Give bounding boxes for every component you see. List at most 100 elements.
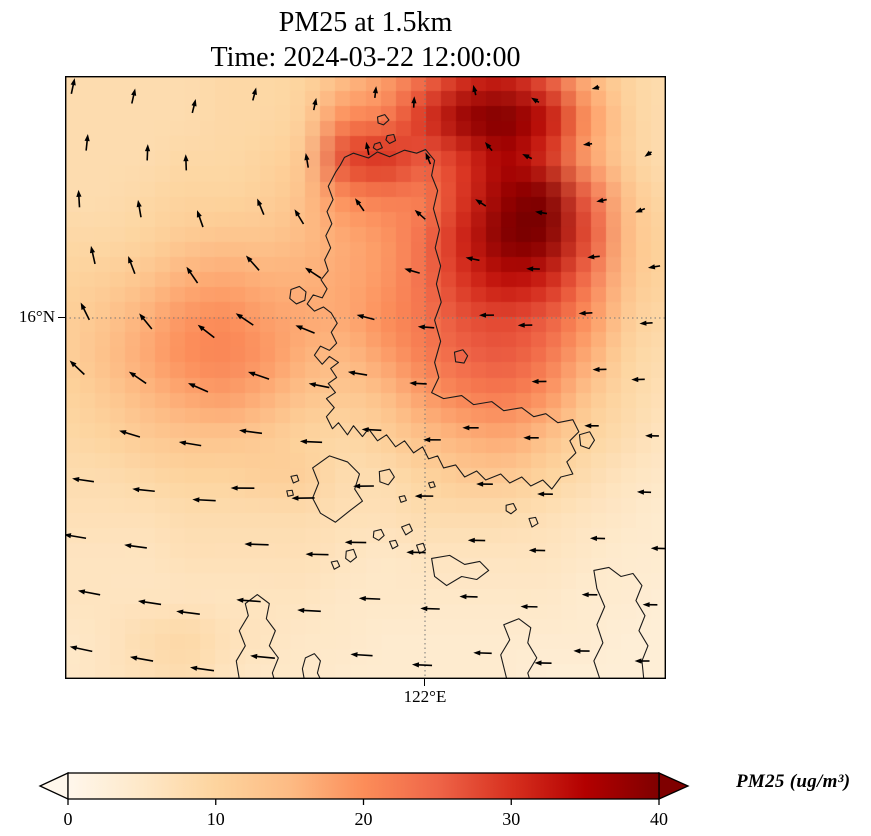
coastline-path [346, 549, 357, 562]
wind-arrow [650, 545, 666, 551]
wind-arrow [299, 439, 323, 445]
wind-arrow [420, 606, 440, 612]
wind-arrow [472, 84, 478, 96]
wind-arrow [358, 595, 381, 602]
wind-arrow [645, 433, 659, 439]
wind-arrow [192, 497, 216, 503]
wind-arrow [183, 154, 189, 171]
wind-arrow [356, 314, 375, 321]
coastline-path [236, 595, 278, 679]
wind-arrow [642, 602, 658, 608]
coastline-path [429, 482, 436, 488]
wind-arrow [578, 310, 593, 316]
wind-arrow [644, 150, 653, 157]
wind-arrow [596, 197, 607, 203]
wind-arrow [591, 84, 600, 90]
wind-arrow [144, 144, 151, 161]
wind-arrow [178, 440, 202, 447]
wind-arrow [634, 658, 650, 664]
map-overlay-svg [65, 76, 666, 679]
wind-arrow [129, 655, 154, 662]
wind-arrow [244, 541, 269, 547]
wind-arrow [522, 153, 533, 160]
wind-arrow [467, 537, 486, 543]
wind-arrow [473, 650, 492, 656]
wind-arrow [344, 539, 367, 545]
wind-arrow [188, 383, 209, 393]
colorbar-max-arrow [658, 771, 690, 801]
wind-arrow [65, 533, 87, 540]
coastline-path [291, 475, 299, 483]
coastline-path [402, 524, 413, 535]
wind-arrow [531, 97, 540, 104]
wind-arrow [587, 254, 600, 260]
chart-subtitle: Time: 2024-03-22 12:00:00 [210, 42, 521, 73]
wind-arrow [312, 97, 318, 111]
wind-arrow [245, 255, 260, 271]
coastline-path [579, 432, 594, 449]
wind-arrow [291, 495, 315, 501]
wind-arrow [647, 264, 661, 270]
coastline-path [399, 496, 406, 503]
wind-arrow [537, 491, 553, 497]
coastline-path [287, 490, 294, 496]
wind-arrow [353, 483, 374, 489]
wind-arrow [131, 88, 137, 104]
coastline-path [290, 286, 306, 303]
wind-arrow [70, 78, 76, 94]
wind-arrow [247, 371, 270, 380]
coastline-path [386, 134, 396, 143]
wind-arrow [347, 370, 368, 376]
wind-arrow [235, 313, 254, 326]
wind-arrow [257, 198, 265, 215]
coastline-path [454, 350, 467, 363]
wind-arrow [294, 209, 305, 225]
wind-arrow [305, 551, 329, 557]
wind-arrow [635, 207, 646, 213]
wind-arrow [526, 266, 540, 272]
wind-arrow [476, 481, 493, 487]
wind-arrow [592, 366, 607, 373]
wind-arrow [124, 543, 147, 549]
wind-arrow [176, 609, 200, 616]
colorbar-tick-marks [67, 799, 660, 805]
wind-arrow [531, 378, 547, 385]
wind-arrow [308, 382, 330, 389]
coastline-path [373, 142, 382, 150]
colorbar-tick-label: 20 [355, 809, 373, 829]
wind-arrow [72, 476, 95, 483]
wind-arrow [132, 487, 155, 493]
wind-arrow [80, 302, 91, 321]
wind-arrow [372, 86, 378, 98]
wind-arrow [589, 535, 606, 541]
wind-arrow [459, 594, 478, 600]
wind-arrow [84, 134, 90, 151]
wind-arrow [631, 376, 645, 383]
coastline-layer [236, 115, 648, 679]
wind-arrow [584, 423, 599, 429]
wind-arrow [136, 199, 142, 218]
wind-arrow [69, 645, 93, 653]
wind-arrow [404, 268, 420, 274]
wind-arrow [582, 141, 593, 147]
wind-arrow [355, 198, 365, 212]
wind-arrow [573, 648, 590, 654]
wind-arrow [119, 430, 141, 438]
coastline-path [594, 567, 648, 679]
wind-arrow [414, 209, 426, 220]
wind-arrow [190, 665, 215, 672]
wind-arrow [196, 210, 204, 228]
wind-arrow [77, 589, 101, 596]
wind-arrow [365, 141, 371, 156]
wind-arrow [239, 428, 263, 435]
colorbar: 0 10 20 30 40 [38, 771, 690, 829]
wind-arrow [191, 99, 197, 114]
coastline-path [331, 561, 339, 569]
wind-arrow [250, 653, 275, 660]
wind-arrow [423, 437, 441, 443]
wind-arrow [236, 597, 261, 603]
wind-arrow [409, 380, 427, 387]
wind-arrow [414, 493, 434, 499]
coastline-path [501, 619, 537, 679]
wind-arrow [517, 322, 533, 328]
